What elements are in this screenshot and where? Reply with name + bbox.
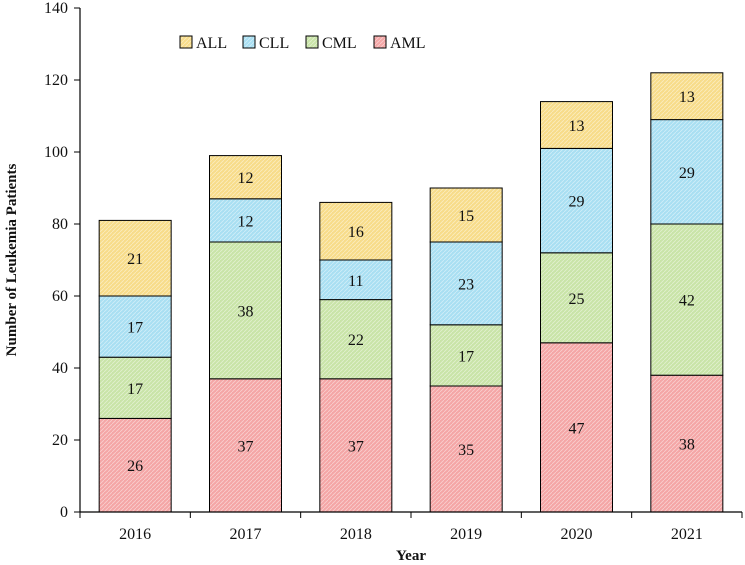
legend-swatch-aml	[373, 35, 387, 49]
legend-label-aml: AML	[390, 35, 426, 52]
data-label-aml-2021: 38	[679, 437, 695, 454]
bar-cml-2018	[319, 299, 393, 380]
data-label-aml-2019: 35	[458, 442, 474, 459]
data-label-all-2016: 21	[127, 251, 143, 268]
data-label-cll-2021: 29	[679, 165, 695, 182]
x-tick-label-2021: 2021	[671, 526, 703, 543]
data-label-cml-2017: 38	[238, 303, 254, 320]
data-label-cll-2016: 17	[127, 320, 143, 337]
y-axis-title: Number of Leukemia Patients	[4, 164, 20, 357]
bar-cml-2016	[98, 356, 172, 419]
bar-aml-2019	[429, 385, 503, 513]
data-label-cml-2016: 17	[127, 381, 143, 398]
y-tick-label: 0	[60, 504, 68, 521]
y-tick-label: 140	[44, 0, 68, 17]
data-label-all-2020: 13	[569, 118, 585, 135]
bar-aml-2016	[98, 417, 172, 513]
bar-aml-2020	[540, 342, 613, 513]
bar-aml-2021	[650, 374, 724, 513]
x-tick-label-2017: 2017	[230, 526, 262, 543]
plot-area: 26 17 17 21 37 38 12 12 37 22 11 16 35 17 23 15 47 25 29 13…	[98, 72, 724, 513]
x-tick-label-2020: 2020	[561, 526, 593, 543]
bar-cll-2017	[209, 198, 282, 243]
bar-cll-2021	[650, 119, 724, 225]
data-label-cml-2020: 25	[569, 291, 585, 308]
x-tick-label-2016: 2016	[119, 526, 151, 543]
bar-cml-2017	[209, 241, 282, 380]
bar-all-2017	[209, 155, 282, 200]
x-axis-title: Year	[396, 548, 426, 564]
axes: 0 20 40 60 80 100 120 140 2016 2017 2018 2019 2020 20…	[44, 0, 743, 543]
bar-all-2020	[540, 101, 613, 149]
legend-label-all: ALL	[196, 35, 227, 52]
y-tick-label: 20	[52, 432, 68, 449]
bar-cml-2020	[540, 252, 613, 344]
legend-item-aml: AML	[373, 35, 426, 52]
y-tick-label: 120	[44, 72, 68, 89]
y-tick-label: 60	[52, 288, 68, 305]
x-tick-label-2018: 2018	[340, 526, 372, 543]
bar-cll-2019	[429, 241, 503, 326]
bar-all-2021	[650, 72, 724, 121]
data-label-cll-2019: 23	[458, 276, 474, 293]
data-label-all-2019: 15	[458, 208, 474, 225]
data-label-cml-2018: 22	[348, 332, 364, 349]
data-label-cll-2017: 12	[238, 213, 254, 230]
y-tick-label: 100	[44, 144, 68, 161]
legend-item-all: ALL	[179, 35, 227, 52]
legend-item-cml: CML	[305, 35, 357, 52]
y-tick-label: 40	[52, 360, 68, 377]
y-tick-label: 80	[52, 216, 68, 233]
data-label-aml-2018: 37	[348, 438, 364, 455]
data-label-cll-2018: 11	[348, 273, 363, 290]
data-label-all-2021: 13	[679, 89, 695, 106]
data-label-cll-2020: 29	[569, 194, 585, 211]
bar-cll-2020	[540, 147, 613, 254]
data-label-aml-2016: 26	[127, 458, 143, 475]
x-tick-label-2019: 2019	[450, 526, 482, 543]
bar-all-2019	[429, 187, 503, 243]
legend-swatch-cml	[305, 35, 319, 49]
legend: ALL CLL CML AML	[179, 35, 426, 52]
data-label-aml-2020: 47	[569, 420, 585, 437]
data-label-all-2017: 12	[238, 170, 254, 187]
legend-label-cll: CLL	[259, 35, 289, 52]
legend-label-cml: CML	[322, 35, 357, 52]
bar-cll-2018	[319, 259, 393, 301]
legend-swatch-cll	[242, 35, 256, 49]
data-label-cml-2021: 42	[679, 293, 695, 310]
bar-all-2018	[319, 201, 393, 261]
data-label-all-2018: 16	[348, 224, 364, 241]
bar-all-2016	[98, 219, 172, 297]
legend-item-cll: CLL	[242, 35, 289, 52]
legend-swatch-all	[179, 35, 193, 49]
bar-aml-2017	[209, 378, 282, 513]
data-label-aml-2017: 37	[238, 438, 254, 455]
data-label-cml-2019: 17	[458, 348, 474, 365]
